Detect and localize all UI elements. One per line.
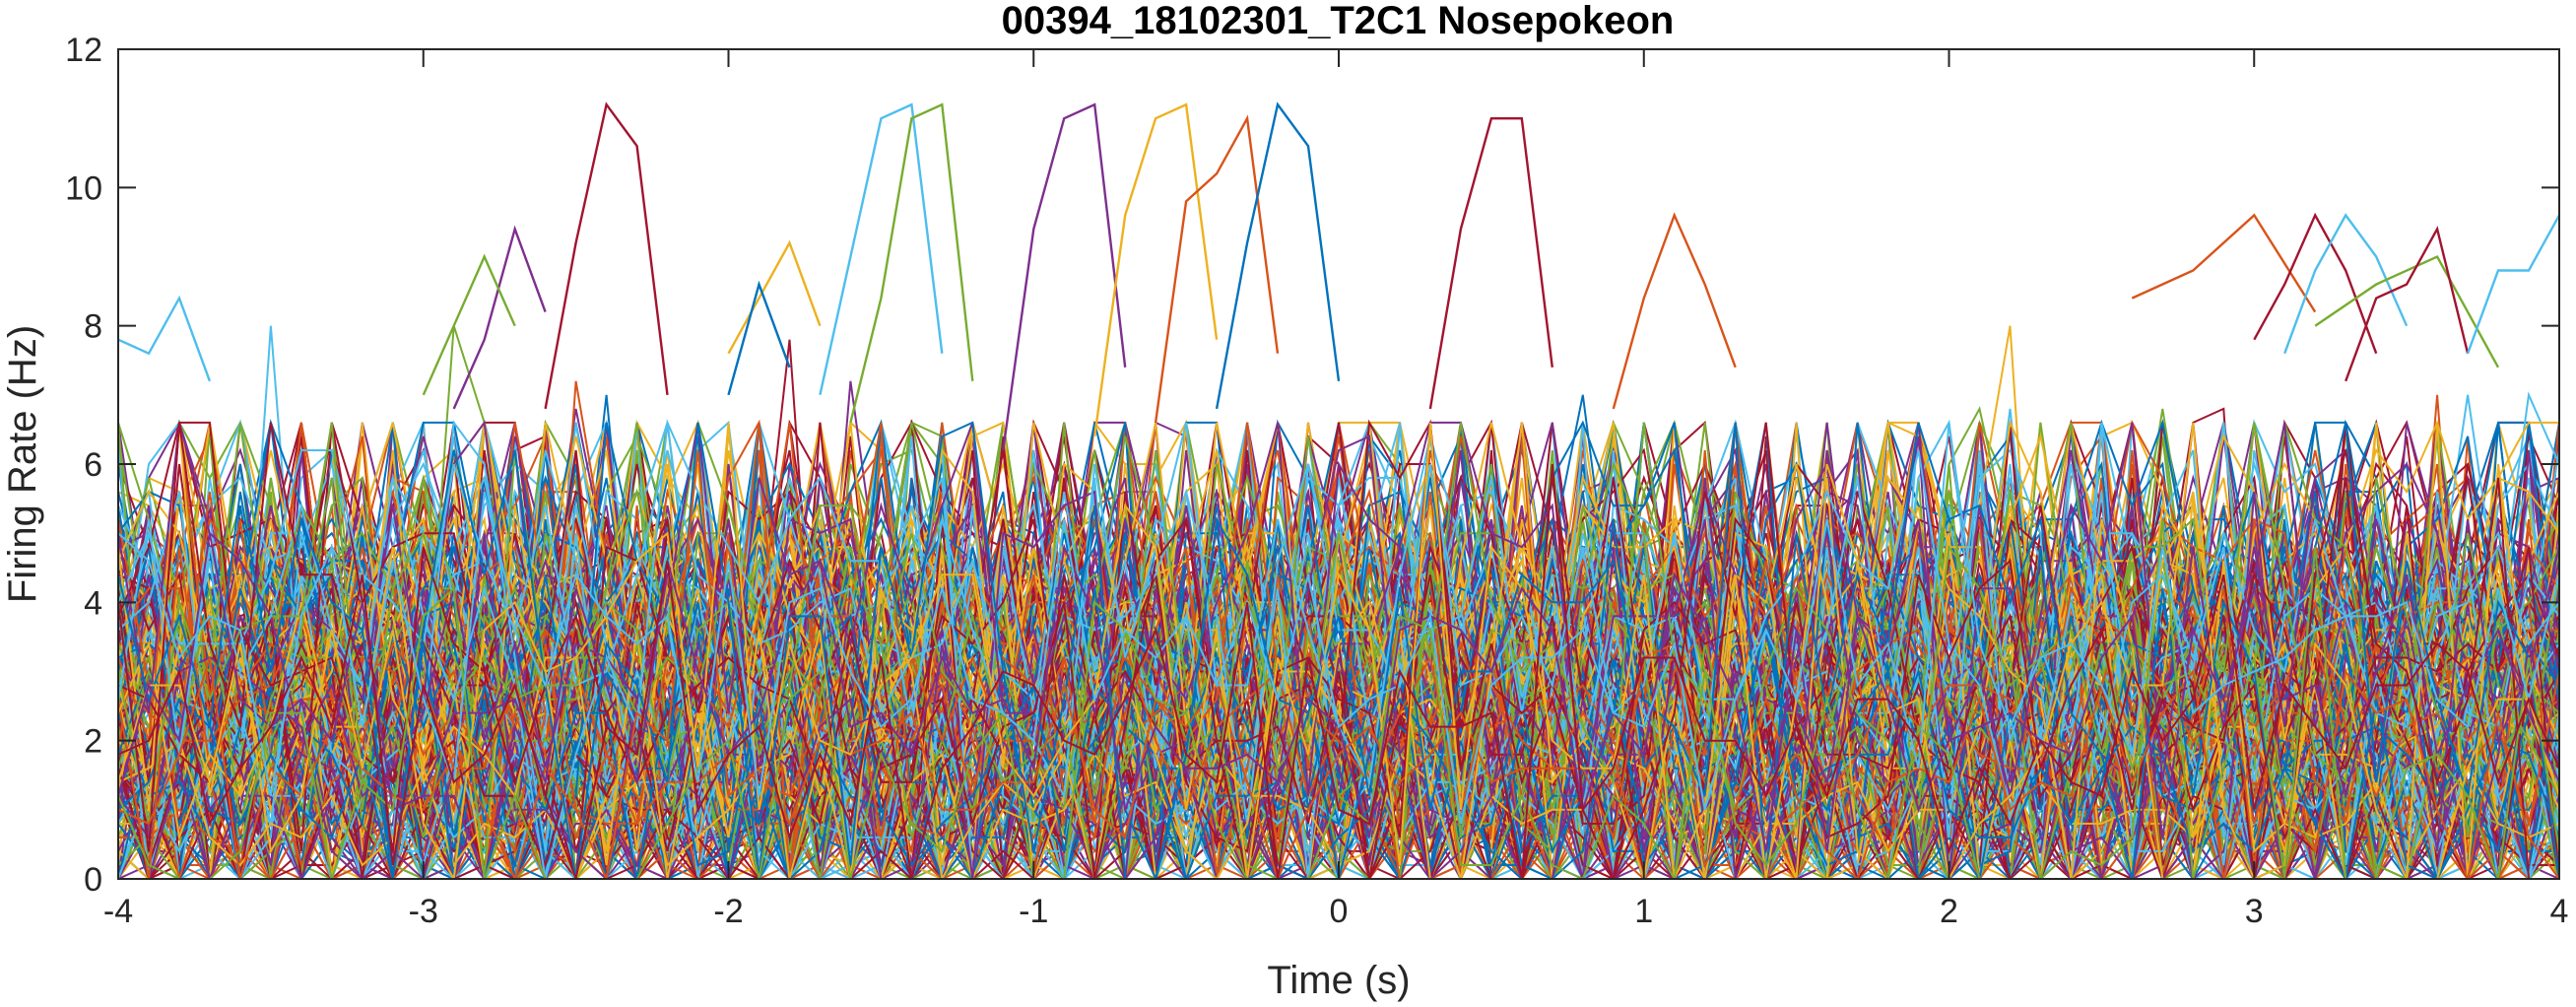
x-tick-label: 3 (2245, 893, 2264, 930)
peak-trace (2466, 214, 2559, 355)
peak-trace (819, 102, 944, 396)
peak-trace (1428, 116, 1553, 410)
y-tick-label: 10 (65, 169, 102, 207)
y-tick-label: 6 (84, 446, 102, 484)
firing-rate-trace (118, 463, 2559, 879)
firing-rate-trace (118, 421, 2559, 852)
peak-trace (422, 253, 516, 396)
x-tick-label: 4 (2550, 893, 2569, 930)
firing-rate-trace (118, 546, 2559, 879)
firing-rate-trace (118, 519, 2559, 879)
peak-trace (849, 102, 974, 424)
y-axis-label: Firing Rate (Hz) (1, 325, 44, 603)
peak-trace (2314, 254, 2500, 369)
peak-trace (118, 295, 212, 382)
peak-trace (2131, 213, 2317, 313)
x-tick-label: -3 (409, 893, 438, 930)
peak-trace (544, 101, 669, 410)
firing-rate-trace (118, 420, 2559, 796)
x-tick-label: 2 (1940, 893, 1958, 930)
y-tick-label: 12 (65, 32, 102, 69)
y-tick-label: 2 (84, 723, 102, 761)
y-tick-label: 8 (84, 308, 102, 346)
firing-rate-trace (118, 449, 2559, 879)
firing-rate-trace (118, 422, 2559, 879)
firing-rate-trace (118, 422, 2559, 825)
firing-rate-trace (118, 422, 2559, 879)
firing-rate-trace (118, 422, 2559, 879)
firing-rate-trace (118, 422, 2559, 879)
peak-trace (1215, 101, 1341, 410)
x-axis-label: Time (s) (1267, 959, 1410, 1002)
peak-trace (452, 225, 547, 410)
chart-title: 00394_18102301_T2C1 Nosepokeon (1002, 0, 1675, 42)
y-tick-label: 4 (84, 584, 102, 622)
firing-rate-trace (118, 616, 2559, 879)
peak-trace (1002, 102, 1127, 451)
firing-rate-trace (118, 602, 2559, 879)
x-tick-label: -2 (713, 893, 743, 930)
x-tick-label: -1 (1019, 893, 1048, 930)
peak-trace (727, 280, 791, 396)
x-tick-label: -4 (103, 893, 133, 930)
peak-trace (727, 239, 822, 355)
peak-trace (2345, 226, 2470, 382)
firing-rate-trace (118, 422, 2559, 879)
peak-trace (1612, 212, 1737, 410)
peak-trace (1093, 102, 1219, 437)
x-tick-label: 0 (1330, 893, 1349, 930)
series-layer (118, 101, 2559, 879)
y-tick-label: 0 (84, 861, 102, 899)
x-tick-label: 1 (1634, 893, 1653, 930)
